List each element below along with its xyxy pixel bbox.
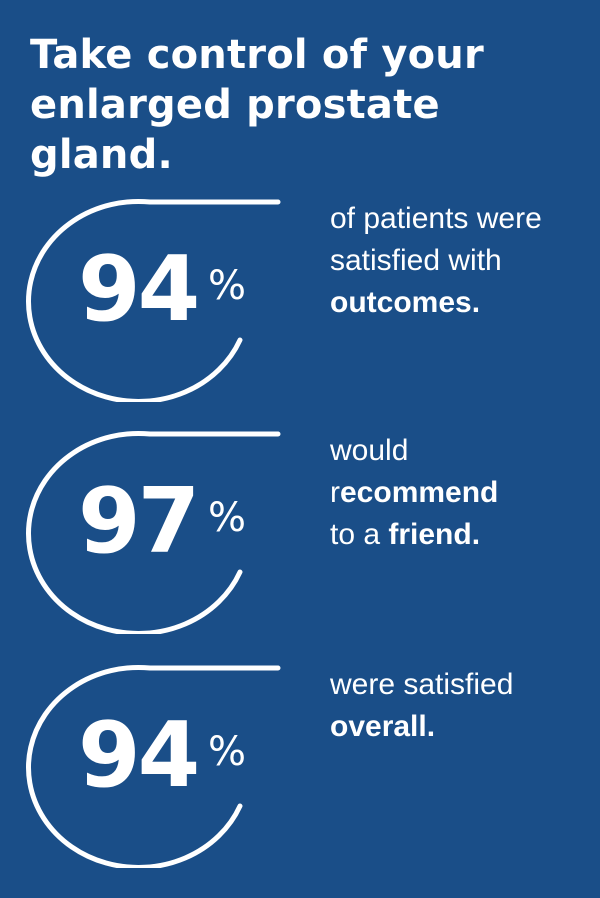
stat-description: of patients were satisfied with outcomes… — [330, 198, 592, 324]
stat-description: were satisfied overall. — [330, 664, 592, 748]
desc-bold-text: ecommend — [340, 476, 499, 509]
stat-description: would recommend to a friend. — [330, 430, 592, 556]
desc-line: satisfied with — [330, 244, 502, 277]
stat-block-satisfied-outcomes: 94 % of patients were satisfied with out… — [0, 192, 600, 402]
percent-sign: % — [208, 495, 247, 541]
desc-line: were satisfied — [330, 668, 514, 701]
percent-sign: % — [208, 263, 247, 309]
desc-text: r — [330, 476, 340, 509]
stat-block-satisfied-overall: 94 % were satisfied overall. — [0, 658, 600, 868]
desc-bold-text: overall. — [330, 710, 436, 743]
title-line-1: Take control of your — [30, 32, 484, 78]
desc-bold-text: outcomes. — [330, 286, 481, 319]
page-title: Take control of your enlarged prostate g… — [30, 30, 590, 180]
stat-number: 97 — [78, 469, 200, 574]
arc-decoration-icon — [26, 664, 281, 868]
desc-line: would — [330, 434, 409, 467]
arc-decoration-icon — [26, 430, 281, 634]
desc-line: of patients were — [330, 202, 542, 235]
stat-block-recommend: 97 % would recommend to a friend. — [0, 424, 600, 634]
stat-number: 94 — [78, 237, 200, 342]
desc-bold-text: friend. — [388, 518, 481, 551]
title-line-2: enlarged prostate gland. — [30, 82, 440, 178]
percent-sign: % — [208, 729, 247, 775]
stat-number: 94 — [78, 703, 200, 808]
arc-decoration-icon — [26, 198, 281, 402]
desc-text: to a — [330, 518, 389, 551]
